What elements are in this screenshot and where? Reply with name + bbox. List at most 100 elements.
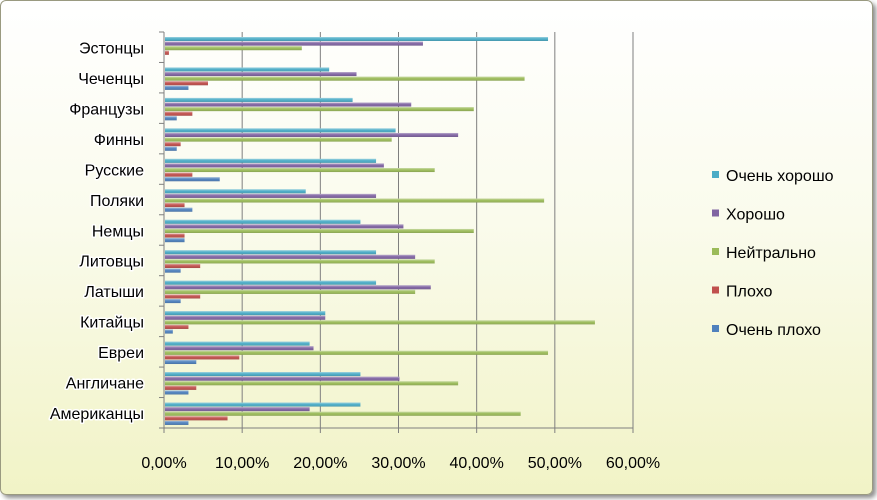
bar-shade (165, 381, 459, 386)
x-tick-label: 60,00% (606, 455, 660, 472)
bar-shade (165, 376, 400, 381)
bar-shade (165, 198, 545, 203)
legend-label: Хорошо (726, 207, 785, 224)
bar-shade (165, 177, 220, 182)
bar-shade (165, 76, 525, 81)
bar-shade (165, 238, 185, 243)
bar-shade (165, 294, 201, 299)
legend-label: Очень плохо (726, 322, 821, 339)
category-label: Китайцы (80, 315, 144, 332)
x-tick-label: 10,00% (215, 455, 269, 472)
axes (159, 31, 634, 433)
bar-shade (165, 168, 435, 173)
category-label: Немцы (92, 223, 144, 240)
bar-shade (165, 289, 416, 294)
bar-shade (165, 264, 201, 269)
bar-shade (165, 81, 208, 86)
bar-shade (165, 416, 228, 421)
category-label: Литовцы (79, 254, 144, 271)
bar-shade (165, 137, 392, 142)
bar-shade (165, 407, 310, 412)
bar-shade (165, 233, 185, 238)
bar-shade (165, 385, 197, 390)
bar-shade (165, 299, 181, 304)
bar-shade (165, 254, 416, 259)
bar-shade (165, 250, 377, 255)
bar-shade (165, 172, 193, 177)
x-tick-label: 0,00% (141, 455, 186, 472)
bar-shade (165, 163, 384, 168)
bar-shade (165, 142, 181, 147)
bars (165, 37, 595, 425)
x-tick-labels: 0,00% 10,00% 20,00% 30,00% 40,00% 50,00% 60,00… (141, 455, 660, 472)
bar-shade (165, 203, 185, 208)
bar-shade (165, 111, 193, 116)
category-label: Русские (85, 162, 144, 179)
bar-shade (165, 224, 404, 229)
bar-shade (165, 341, 310, 346)
legend-swatch (712, 325, 719, 332)
legend-swatch (712, 286, 719, 294)
bar-shade (165, 420, 189, 425)
x-tick-label: 50,00% (528, 455, 582, 472)
category-label: Поляки (90, 193, 144, 210)
bar-shade (165, 128, 396, 133)
bar-shade (165, 411, 521, 416)
bar-shade (165, 193, 377, 198)
bar-shade (165, 207, 193, 212)
bar-shade (165, 390, 189, 395)
category-label: Французы (69, 101, 144, 118)
bar-shade (165, 268, 181, 273)
bar-shade (165, 311, 326, 316)
bar-shade (165, 41, 423, 46)
bar-shade (165, 158, 377, 163)
bar-shade (165, 402, 361, 407)
bar-shade (165, 324, 189, 329)
legend-swatch (712, 209, 719, 217)
bar-shade (165, 320, 595, 325)
bar-shade (165, 132, 459, 137)
bar-shade (165, 37, 549, 41)
bar-shade (165, 280, 377, 285)
x-tick-label: 40,00% (450, 455, 504, 472)
x-tick-label: 30,00% (371, 455, 425, 472)
category-label: Латыши (84, 284, 144, 301)
bar-shade (165, 85, 189, 90)
legend-label: Нейтрально (726, 245, 816, 262)
bar-shade (165, 228, 474, 233)
bar-shade (165, 46, 302, 51)
bar-shade (165, 107, 474, 112)
category-label: Американцы (50, 406, 144, 423)
bar-shade (165, 315, 326, 320)
bar-shade (165, 350, 549, 355)
bar-shade (165, 285, 431, 290)
bar-shade (165, 372, 361, 377)
bar-shade (165, 346, 314, 351)
category-label: Евреи (98, 345, 144, 362)
bar-shade (165, 189, 306, 194)
category-label: Финны (94, 132, 144, 149)
legend-label: Плохо (726, 284, 773, 301)
legend: Очень хорошо Хорошо Нейтрально Плохо Очень п… (712, 168, 834, 339)
legend-label: Очень хорошо (726, 168, 834, 185)
category-label: Эстонцы (79, 41, 144, 58)
bar-shade (165, 50, 169, 55)
bar-shade (165, 146, 177, 151)
bar-shade (165, 72, 357, 77)
bar-shade (165, 67, 330, 72)
legend-swatch (712, 248, 719, 255)
bar-shade (165, 360, 197, 365)
category-label: Англичане (66, 376, 144, 393)
bar-shade (165, 116, 177, 121)
bar-shade (165, 259, 435, 264)
category-labels: Эстонцы Чеченцы Французы Финны Русские Поляки… (48, 39, 145, 425)
category-label: Чеченцы (78, 71, 144, 88)
bar-shade (165, 329, 173, 334)
bar-shade (165, 219, 361, 224)
x-tick-label: 20,00% (293, 455, 347, 472)
legend-swatch (712, 171, 719, 178)
bar-shade (165, 97, 353, 102)
bar-shade (165, 102, 412, 107)
bar-shade (165, 355, 240, 360)
